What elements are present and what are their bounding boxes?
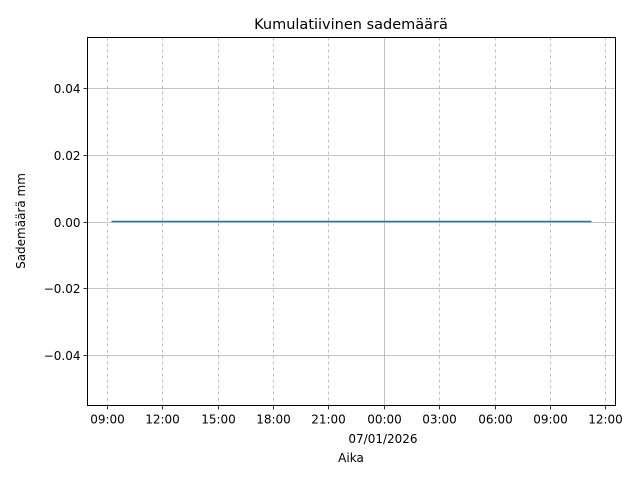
y-tick-label: 0.04	[54, 82, 81, 96]
x-tick-label: 00:00	[367, 413, 402, 427]
x-tick-label: 09:00	[90, 413, 125, 427]
x-tick-label: 03:00	[422, 413, 457, 427]
grid	[87, 37, 616, 406]
x-tick-label: 21:00	[311, 413, 346, 427]
y-tick-label: −0.04	[44, 349, 81, 363]
plot-frame	[87, 37, 616, 406]
x-axis-label: Aika	[338, 451, 364, 465]
x-tick-label: 09:00	[533, 413, 568, 427]
x-tick-label: 18:00	[256, 413, 291, 427]
x-offset-label: 07/01/2026	[348, 432, 417, 446]
y-tick-label: −0.02	[44, 282, 81, 296]
x-axis: 09:00 12:00 15:00 18:00 21:00 00:00 03:00 06:00…	[90, 405, 623, 427]
x-tick-label: 15:00	[201, 413, 236, 427]
x-tick-label: 06:00	[478, 413, 513, 427]
x-tick-label: 12:00	[588, 413, 623, 427]
y-tick-label: 0.02	[54, 149, 81, 163]
y-tick-label: 0.00	[54, 216, 81, 230]
x-tick-label: 12:00	[145, 413, 180, 427]
chart-title: Kumulatiivinen sademäärä	[254, 17, 448, 33]
y-axis: 0.04 0.02 0.00 −0.02 −0.04	[44, 82, 88, 363]
y-axis-label: Sademäärä mm	[14, 173, 28, 269]
